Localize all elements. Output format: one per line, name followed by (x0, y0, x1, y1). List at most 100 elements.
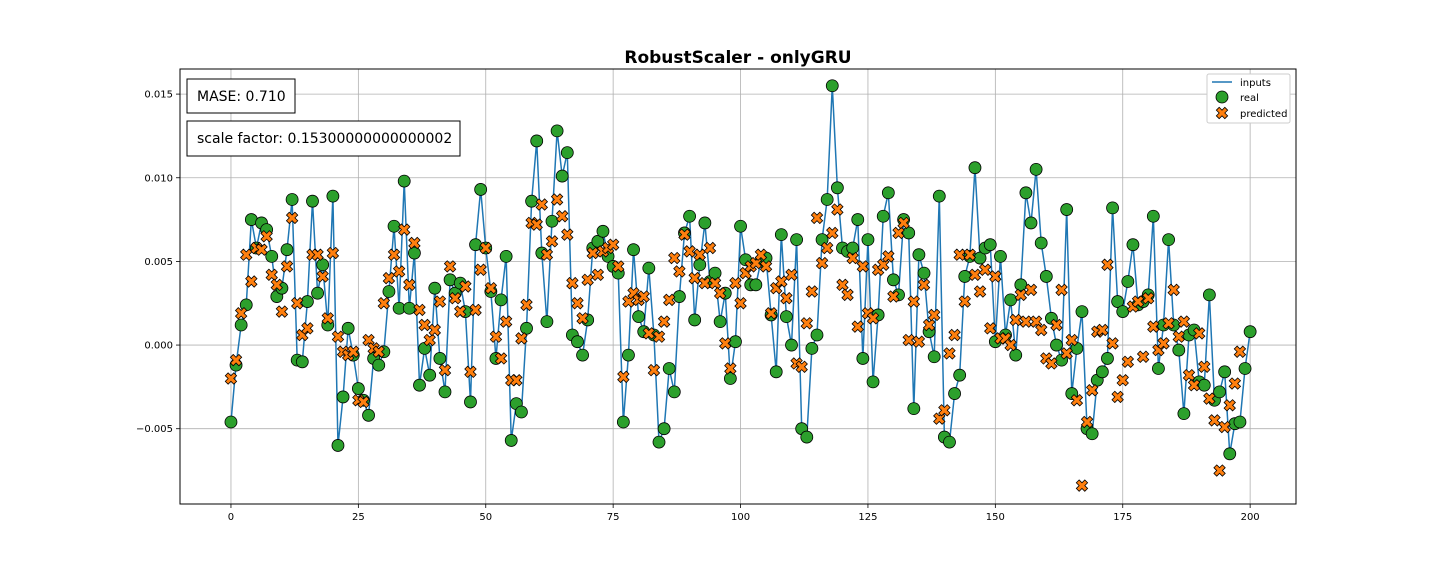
real-point (504, 434, 518, 447)
predicted-point (1075, 479, 1089, 492)
predicted-point (1218, 420, 1231, 434)
predicted-point (433, 295, 447, 308)
predicted-point (668, 251, 681, 265)
real-point (785, 338, 798, 352)
predicted-point (418, 318, 431, 332)
predicted-point (938, 404, 951, 417)
real-point (1172, 343, 1186, 357)
real-point (413, 378, 426, 392)
predicted-point (927, 308, 941, 322)
predicted-point (1136, 350, 1150, 363)
real-point (820, 193, 834, 206)
real-point (591, 234, 605, 248)
predicted-point (535, 198, 549, 211)
predicted-point (1080, 415, 1094, 429)
predicted-point (1019, 315, 1033, 328)
predicted-point (1009, 313, 1022, 327)
real-point (372, 358, 386, 372)
real-point (774, 228, 788, 242)
predicted-point (785, 268, 798, 282)
x-tick-label: 175 (1113, 512, 1132, 523)
real-point (1126, 238, 1140, 252)
real-point (1029, 162, 1043, 176)
mase-annotation-text: MASE: 0.710 (197, 89, 286, 105)
predicted-point (831, 203, 844, 216)
predicted-point (856, 260, 870, 273)
real-point (927, 350, 941, 364)
predicted-point (438, 363, 452, 377)
predicted-point (321, 312, 335, 325)
predicted-point (948, 328, 961, 342)
real-point (881, 186, 895, 200)
real-point (1238, 362, 1252, 375)
real-point (1085, 427, 1099, 441)
real-point (265, 249, 279, 263)
real-point (887, 273, 900, 287)
predicted-point (454, 305, 467, 318)
predicted-point (331, 330, 345, 343)
real-point (1004, 293, 1018, 307)
y-tick-label: 0.010 (144, 173, 173, 184)
predicted-point (540, 248, 554, 261)
predicted-point (1004, 338, 1017, 352)
predicted-point (403, 278, 416, 292)
x-tick-label: 50 (479, 512, 492, 523)
predicted-point (326, 246, 340, 260)
real-point (948, 387, 961, 400)
real-point (311, 286, 324, 300)
real-point (362, 408, 375, 422)
predicted-point (978, 263, 992, 276)
real-point (825, 79, 839, 93)
x-tick-label: 0 (228, 512, 234, 523)
predicted-point (805, 285, 819, 298)
real-point (866, 375, 880, 389)
real-point (1075, 305, 1089, 319)
predicted-point (912, 335, 926, 348)
predicted-point (606, 238, 620, 251)
predicted-point (1065, 333, 1079, 347)
real-point (351, 382, 365, 395)
x-tick-label: 25 (352, 512, 365, 523)
predicted-point (1167, 283, 1180, 297)
predicted-point (1014, 288, 1028, 302)
predicted-point (1024, 283, 1038, 297)
real-point (1177, 407, 1191, 421)
scale-factor-annotation-box (186, 120, 461, 157)
real-point (994, 249, 1007, 263)
predicted-point (1106, 337, 1119, 350)
real-point (300, 295, 314, 308)
predicted-point (1060, 347, 1073, 360)
predicted-point (1096, 323, 1109, 337)
real-point (560, 146, 574, 160)
real-point (576, 348, 589, 362)
predicted-point (652, 330, 666, 343)
predicted-point (642, 327, 656, 340)
predicted-point (1162, 317, 1175, 330)
real-point (698, 216, 712, 230)
predicted-point (464, 365, 477, 379)
predicted-point (301, 322, 314, 335)
real-point (234, 318, 248, 332)
predicted-point (428, 323, 442, 337)
real-point (1050, 338, 1063, 352)
predicted-point (984, 322, 997, 335)
predicted-point (1192, 327, 1206, 340)
predicted-point (1223, 399, 1236, 412)
real-point (642, 261, 656, 275)
predicted-point (555, 210, 569, 223)
predicted-point (698, 276, 712, 290)
predicted-point (571, 297, 584, 310)
predicted-point (1101, 258, 1114, 271)
real-point (932, 189, 946, 203)
predicted-point (841, 288, 854, 302)
predicted-point (1121, 355, 1135, 369)
predicted-point (530, 218, 543, 231)
real-point (1218, 365, 1232, 379)
predicted-point (515, 332, 528, 345)
real-point (1202, 288, 1216, 302)
predicted-point (612, 260, 625, 273)
predicted-point (561, 228, 574, 241)
real-point (1106, 201, 1119, 215)
predicted-point (1203, 392, 1216, 405)
